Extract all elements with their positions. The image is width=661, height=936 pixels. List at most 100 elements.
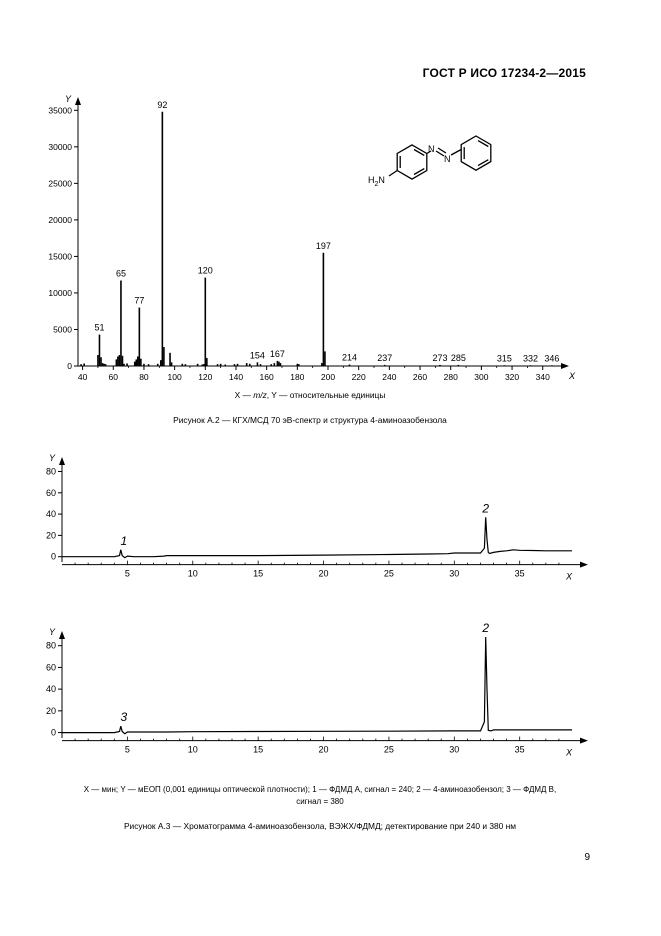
peak-label: 273 — [432, 353, 447, 363]
x-tick-label: 220 — [352, 372, 366, 382]
x-tick-label: 25 — [384, 745, 394, 755]
legend-y-units: относительные единицы — [289, 390, 386, 400]
x-tick-label: 15 — [253, 569, 263, 579]
x-tick-label: 10 — [188, 745, 198, 755]
x-tick-label: 25 — [384, 569, 394, 579]
y-axis-label: Y — [49, 453, 56, 463]
legend-x-prefix: X — — [234, 390, 254, 400]
chromatogram-240nm: Y X 0 20 40 60 80 5 10 15 20 25 30 35 1 2 — [46, 453, 588, 582]
legend-line-1: X — мин; Y — мЕОП (0,001 единицы оптичес… — [83, 785, 557, 794]
peak-number-label: 2 — [481, 501, 489, 515]
x-tick-label: 260 — [413, 372, 427, 382]
x-tick-label: 60 — [109, 372, 119, 382]
page-number: 9 — [584, 852, 590, 863]
x-tick-label: 80 — [139, 372, 149, 382]
y-tick-label: 5000 — [53, 324, 72, 334]
x-tick-label: 120 — [198, 372, 212, 382]
amine-h: H — [368, 175, 375, 185]
mass-spectrum-chart: Y X 0 5000 10000 15000 20000 25000 30000 35000 40 6… — [48, 94, 576, 382]
standard-header: ГОСТ Р ИСО 17234-2—2015 — [422, 66, 586, 80]
y-axis-label: Y — [65, 94, 72, 104]
x-tick-label: 30 — [449, 745, 459, 755]
y-axis-arrow — [75, 97, 81, 105]
peak-label: 315 — [497, 353, 512, 363]
y-tick-label: 20000 — [48, 215, 72, 225]
x-tick-label: 320 — [505, 372, 519, 382]
x-tick-label: 20 — [319, 569, 329, 579]
figure-a2-axes-legend: X — m/z, Y — относительные единицы — [90, 390, 530, 400]
azo-nitrogen-1: N — [428, 144, 435, 154]
x-tick-label: 10 — [188, 569, 198, 579]
y-tick-label: 15000 — [48, 251, 72, 261]
y-tick-label: 35000 — [48, 105, 72, 115]
x-tick-label: 15 — [253, 745, 263, 755]
chromatogram-380nm: Y X 0 20 40 60 80 5 10 15 20 25 30 35 3 2 — [46, 621, 588, 758]
y-tick-label: 0 — [51, 552, 56, 562]
x-axis-label: X — [565, 748, 573, 758]
x-tick-label: 200 — [321, 372, 335, 382]
y-tick-label: 10000 — [48, 288, 72, 298]
x-tick-label: 340 — [536, 372, 550, 382]
peak-label: 285 — [451, 353, 466, 363]
peak-label: 92 — [157, 100, 167, 110]
y-tick-label: 0 — [51, 728, 56, 738]
y-tick-label: 60 — [46, 662, 56, 672]
peak-label: 237 — [377, 353, 392, 363]
x-tick-label: 5 — [125, 569, 130, 579]
peak-label: 346 — [544, 353, 559, 363]
chemical-structure — [388, 135, 492, 180]
x-axis-arrow — [580, 561, 588, 568]
peak-label: 77 — [134, 296, 144, 306]
y-tick-label: 60 — [46, 488, 56, 498]
peak-label: 65 — [116, 269, 126, 279]
y-axis-arrow — [59, 631, 65, 639]
left-benzene-ring — [396, 144, 428, 180]
right-benzene-ring — [460, 135, 492, 171]
chromatogram-trace — [62, 517, 572, 559]
y-tick-label: 80 — [46, 467, 56, 477]
x-axis-arrow — [580, 737, 588, 744]
peak-label: 214 — [342, 353, 357, 363]
x-tick-label: 40 — [78, 372, 88, 382]
y-tick-label: 20 — [46, 706, 56, 716]
legend-mz: m/z — [253, 390, 267, 400]
x-tick-label: 100 — [168, 372, 182, 382]
x-tick-label: 300 — [474, 372, 488, 382]
x-tick-label: 280 — [444, 372, 458, 382]
peak-label: 120 — [198, 266, 213, 276]
peak-label: 154 — [250, 350, 265, 360]
x-tick-label: 5 — [125, 745, 130, 755]
azo-nitrogen-2: N — [444, 154, 451, 164]
peak-label: 332 — [523, 353, 538, 363]
x-tick-label: 160 — [260, 372, 274, 382]
chromatogram-trace — [62, 636, 572, 735]
x-axis-label: X — [565, 572, 573, 582]
peak-number-label: 1 — [121, 534, 128, 548]
y-tick-label: 20 — [46, 530, 56, 540]
y-tick-label: 80 — [46, 641, 56, 651]
x-tick-label: 180 — [290, 372, 304, 382]
y-tick-label: 40 — [46, 509, 56, 519]
y-axis-arrow — [59, 457, 65, 465]
peak-number-label: 3 — [121, 710, 128, 724]
peak-label: 51 — [94, 323, 104, 333]
y-tick-label: 0 — [67, 361, 72, 371]
x-tick-label: 30 — [449, 569, 459, 579]
peak-label: 167 — [270, 349, 285, 359]
figure-a3-legend: X — мин; Y — мЕОП (0,001 единицы оптичес… — [46, 784, 594, 808]
figure-a3-caption: Рисунок А.3 — Хроматограмма 4-аминоазобе… — [123, 821, 517, 831]
legend-line-2: сигнал = 380 — [296, 797, 344, 806]
amine-subscript: 2 — [375, 181, 379, 188]
x-axis-arrow — [561, 363, 569, 369]
legend-y-prefix: , Y — — [266, 390, 290, 400]
peak-number-label: 2 — [481, 621, 489, 635]
peak-label: 197 — [316, 241, 331, 251]
amine-group: H2N — [368, 175, 385, 188]
y-tick-label: 40 — [46, 684, 56, 694]
x-tick-label: 35 — [515, 745, 525, 755]
x-tick-label: 35 — [515, 569, 525, 579]
y-tick-label: 25000 — [48, 178, 72, 188]
x-tick-label: 140 — [229, 372, 243, 382]
x-tick-label: 20 — [319, 745, 329, 755]
